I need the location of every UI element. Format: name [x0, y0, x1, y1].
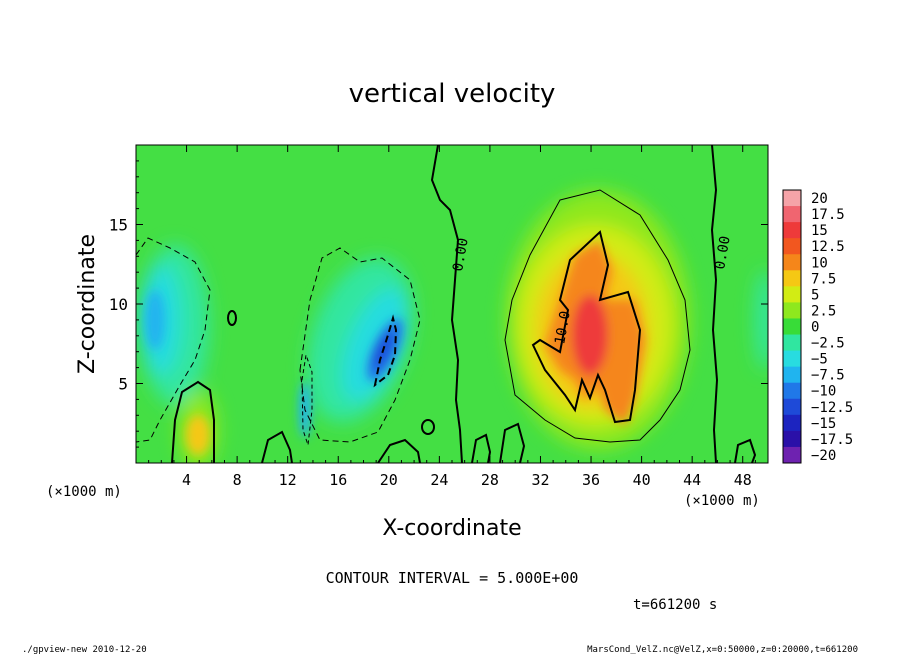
- contour-zero-surface-6: [734, 438, 757, 463]
- colorbar-label: 12.5: [811, 239, 845, 255]
- colorbar-swatch: [783, 270, 801, 287]
- colorbar-label: −10: [811, 384, 836, 400]
- velocity-field: 0.00 0.00 10.0: [136, 145, 768, 463]
- colorbar-frame: [782, 189, 802, 464]
- x-tick-label: 12: [279, 471, 297, 489]
- colorbar-swatch: [783, 430, 801, 448]
- x-axis-label: X-coordinate: [382, 516, 521, 541]
- contour-zero-center: [430, 145, 463, 463]
- colorbar-swatch: [783, 238, 801, 255]
- footer-left: ./gpview-new 2010-12-20: [22, 645, 147, 654]
- x-tick-label: 36: [582, 471, 600, 489]
- y-tick-label: 15: [109, 216, 128, 235]
- contour-small-loop-2: [421, 419, 435, 435]
- contour-minus-five-center: [299, 247, 421, 443]
- colorbar-swatch: [783, 190, 801, 207]
- x-tick-label: 4: [182, 471, 191, 489]
- colorbar: 2017.51512.5107.552.50−2.5−5−7.5−10−12.5…: [782, 189, 853, 464]
- contour-label-zero-center: 0.00: [450, 237, 472, 273]
- colorbar-label: 15: [811, 223, 828, 239]
- colorbar-swatch: [783, 254, 801, 271]
- colorbar-label: −17.5: [811, 432, 853, 448]
- contour-ten-updraft: [531, 230, 642, 424]
- colorbar-swatch: [783, 206, 801, 223]
- colorbar-label: 17.5: [811, 207, 845, 223]
- colorbar-swatch: [783, 398, 801, 416]
- contour-zero-surface-5: [499, 422, 526, 463]
- contour-minus-five-left: [136, 237, 211, 443]
- colorbar-swatch: [783, 286, 801, 303]
- colorbar-swatch: [783, 350, 801, 368]
- y-tick-label: 5: [118, 375, 128, 394]
- contour-zero-surface-2: [261, 430, 293, 463]
- colorbar-swatch: [783, 382, 801, 400]
- y-axis-label: Z-coordinate: [75, 234, 100, 374]
- colorbar-label: −20: [811, 448, 836, 464]
- x-axis: 4 8 12 16 20 24 28 32 36 40 44 48: [148, 145, 756, 489]
- contour-minus-ten-center: [373, 314, 398, 388]
- contour-zero-surface-left: [171, 380, 215, 463]
- colorbar-label: 5: [811, 287, 819, 303]
- x-tick-label: 8: [233, 471, 242, 489]
- colorbar-label: −5: [811, 352, 828, 368]
- contour-label-zero-right: 0.00: [712, 235, 734, 271]
- x-tick-label: 40: [633, 471, 651, 489]
- x-tick-label: 20: [380, 471, 398, 489]
- chart-title: vertical velocity: [349, 79, 556, 109]
- colorbar-swatch: [783, 366, 801, 384]
- contour-five-updraft: [504, 189, 691, 443]
- x-unit-label-right: (×1000 m): [684, 493, 760, 509]
- right-edge-cyan: [755, 270, 768, 370]
- x-tick-label: 48: [734, 471, 752, 489]
- contour-labels: 0.00 0.00 10.0: [450, 235, 734, 346]
- contour-zero-right: [710, 145, 719, 463]
- contour-zero-surface-4: [471, 433, 492, 463]
- contour-small-loop-1: [227, 310, 237, 326]
- surface-yellow: [186, 415, 210, 455]
- time-stamp: t=661200 s: [633, 597, 717, 613]
- x-tick-label: 24: [430, 471, 448, 489]
- colorbar-label: 0: [811, 320, 819, 336]
- contour-zero-surface-3: [377, 438, 421, 463]
- y-axis: 5 10 15: [109, 160, 768, 448]
- contour-interval: CONTOUR INTERVAL = 5.000E+00: [326, 569, 579, 587]
- left-downdraft-blue: [145, 290, 165, 350]
- colorbar-label: −7.5: [811, 368, 845, 384]
- contour-label-ten: 10.0: [552, 310, 574, 346]
- colorbar-label: 10: [811, 255, 828, 271]
- colorbar-label: −15: [811, 416, 836, 432]
- colorbar-label: −2.5: [811, 336, 845, 352]
- y-tick-label: 10: [109, 295, 128, 314]
- colorbar-label: 7.5: [811, 271, 836, 287]
- colorbar-swatch: [783, 446, 801, 464]
- updraft-red: [572, 295, 608, 375]
- x-tick-label: 44: [683, 471, 701, 489]
- colorbar-label: 20: [811, 191, 828, 207]
- footer-right: MarsCond_VelZ.nc@VelZ,x=0:50000,z=0:2000…: [587, 645, 858, 654]
- colorbar-swatch: [783, 222, 801, 239]
- colorbar-swatch: [783, 414, 801, 432]
- colorbar-swatch: [783, 302, 801, 319]
- colorbar-label: −12.5: [811, 400, 853, 416]
- x-tick-label: 32: [531, 471, 549, 489]
- x-tick-label: 16: [329, 471, 347, 489]
- x-unit-label-left: (×1000 m): [46, 484, 122, 500]
- colorbar-swatch: [783, 318, 801, 336]
- colorbar-label: 2.5: [811, 303, 836, 319]
- colorbar-swatch: [783, 334, 801, 352]
- contour-lines: [136, 145, 757, 463]
- x-tick-label: 28: [481, 471, 499, 489]
